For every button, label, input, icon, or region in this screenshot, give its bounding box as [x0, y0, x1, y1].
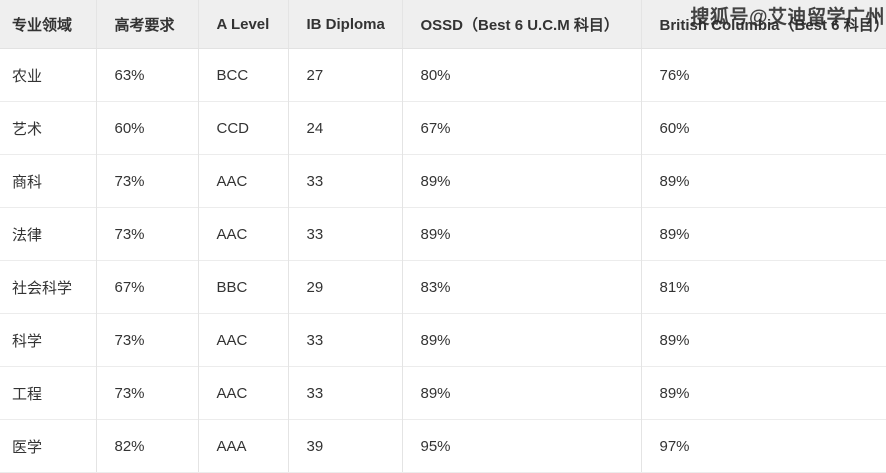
table-row: 科学 73% AAC 33 89% 89% [0, 313, 886, 367]
cell-alevel: CCD [197, 101, 288, 155]
cell-alevel: AAC [197, 366, 288, 420]
cell-alevel: AAC [197, 313, 288, 367]
cell-field: 工程 [0, 366, 96, 420]
cell-ossd: 83% [401, 260, 641, 314]
cell-bc: 97% [640, 419, 886, 473]
column-header-field: 专业领域 [0, 0, 96, 49]
cell-ossd: 67% [401, 101, 641, 155]
cell-alevel: AAC [197, 154, 288, 208]
cell-gaokao: 73% [95, 207, 198, 261]
cell-bc: 89% [640, 366, 886, 420]
cell-bc: 60% [640, 101, 886, 155]
cell-gaokao: 73% [95, 366, 198, 420]
cell-bc: 89% [640, 313, 886, 367]
cell-gaokao: 63% [95, 48, 198, 102]
cell-ossd: 80% [401, 48, 641, 102]
column-header-gaokao: 高考要求 [95, 0, 198, 49]
column-header-ossd: OSSD（Best 6 U.C.M 科目） [401, 0, 641, 49]
table-row: 工程 73% AAC 33 89% 89% [0, 366, 886, 420]
cell-ib: 33 [287, 366, 402, 420]
table-row: 农业 63% BCC 27 80% 76% [0, 48, 886, 102]
cell-ossd: 89% [401, 154, 641, 208]
table-header: 专业领域 高考要求 A Level IB Diploma OSSD（Best 6 U.C… [0, 0, 886, 49]
cell-field: 法律 [0, 207, 96, 261]
table-row: 艺术 60% CCD 24 67% 60% [0, 101, 886, 155]
column-header-ib: IB Diploma [287, 0, 402, 49]
cell-alevel: AAC [197, 207, 288, 261]
cell-bc: 89% [640, 154, 886, 208]
cell-field: 科学 [0, 313, 96, 367]
table-row: 医学 82% AAA 39 95% 97% [0, 419, 886, 473]
cell-ib: 33 [287, 154, 402, 208]
cell-ib: 29 [287, 260, 402, 314]
cell-bc: 89% [640, 207, 886, 261]
cell-ib: 39 [287, 419, 402, 473]
cell-field: 社会科学 [0, 260, 96, 314]
cell-ossd: 89% [401, 366, 641, 420]
cell-alevel: AAA [197, 419, 288, 473]
cell-gaokao: 82% [95, 419, 198, 473]
cell-bc: 76% [640, 48, 886, 102]
cell-ossd: 95% [401, 419, 641, 473]
table-row: 商科 73% AAC 33 89% 89% [0, 154, 886, 208]
table-body: 农业 63% BCC 27 80% 76% 艺术 60% CCD 24 67% 60% 商科 73% AAC… [0, 48, 886, 473]
cell-alevel: BCC [197, 48, 288, 102]
cell-field: 商科 [0, 154, 96, 208]
cell-gaokao: 60% [95, 101, 198, 155]
cell-field: 医学 [0, 419, 96, 473]
cell-ib: 27 [287, 48, 402, 102]
table-row: 社会科学 67% BBC 29 83% 81% [0, 260, 886, 314]
cell-alevel: BBC [197, 260, 288, 314]
column-header-bc: British Columbia（Best 6 科目） [640, 0, 886, 49]
cell-ossd: 89% [401, 313, 641, 367]
cell-ossd: 89% [401, 207, 641, 261]
cell-ib: 33 [287, 207, 402, 261]
table-row: 法律 73% AAC 33 89% 89% [0, 207, 886, 261]
cell-ib: 33 [287, 313, 402, 367]
table-header-row: 专业领域 高考要求 A Level IB Diploma OSSD（Best 6 U.C… [0, 0, 886, 49]
cell-gaokao: 73% [95, 313, 198, 367]
cell-field: 农业 [0, 48, 96, 102]
cell-gaokao: 67% [95, 260, 198, 314]
cell-field: 艺术 [0, 101, 96, 155]
column-header-alevel: A Level [197, 0, 288, 49]
cell-bc: 81% [640, 260, 886, 314]
cell-gaokao: 73% [95, 154, 198, 208]
cell-ib: 24 [287, 101, 402, 155]
